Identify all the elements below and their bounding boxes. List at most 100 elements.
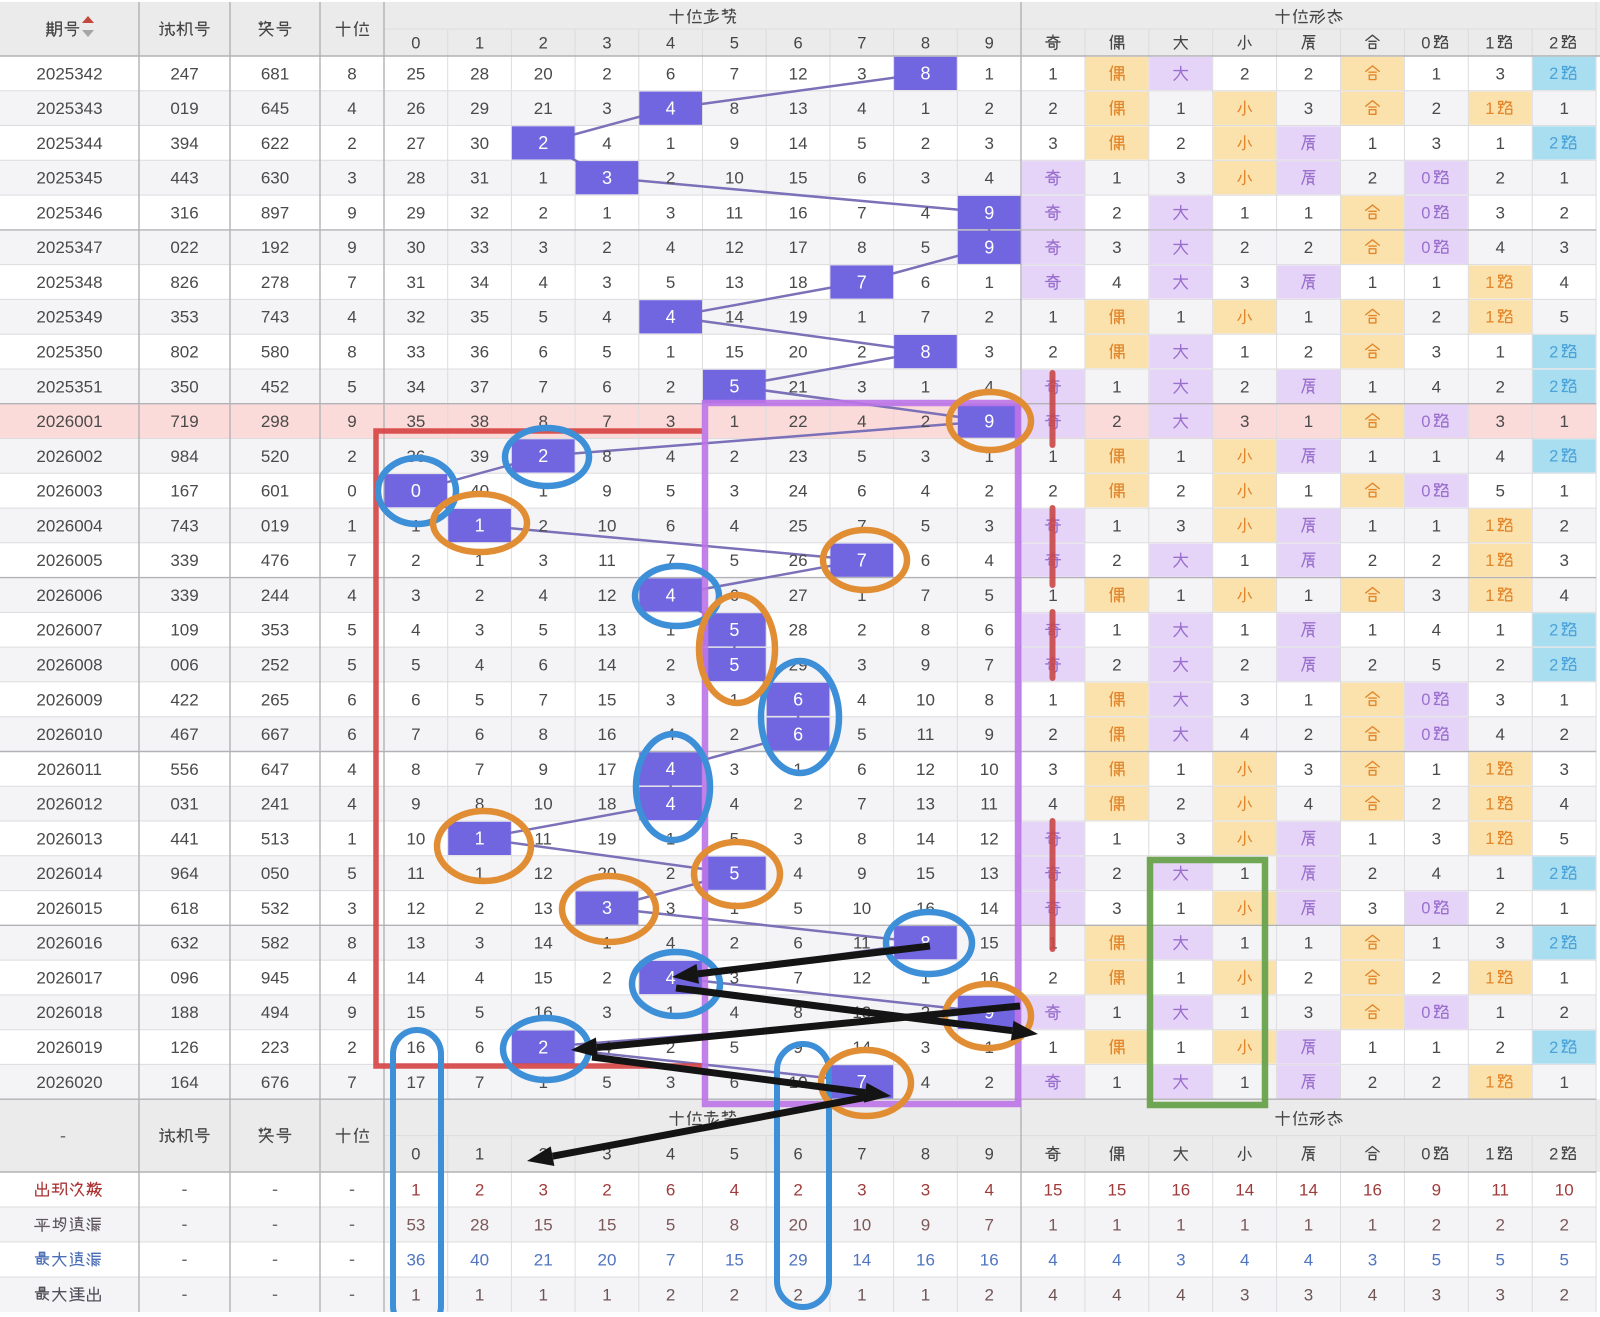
svg-text:8: 8 — [347, 343, 356, 362]
svg-text:9: 9 — [984, 238, 994, 258]
svg-text:4: 4 — [1240, 1251, 1249, 1270]
svg-text:3: 3 — [1304, 1286, 1313, 1305]
svg-text:1: 1 — [1432, 760, 1441, 779]
svg-text:12: 12 — [789, 64, 808, 83]
svg-text:9: 9 — [730, 134, 739, 153]
svg-text:32: 32 — [406, 308, 425, 327]
svg-text:1: 1 — [666, 134, 675, 153]
svg-text:27: 27 — [406, 134, 425, 153]
svg-text:5: 5 — [730, 551, 739, 570]
svg-text:1: 1 — [1304, 934, 1313, 953]
svg-text:3: 3 — [1304, 1003, 1313, 1022]
svg-text:4: 4 — [1112, 1286, 1121, 1305]
svg-text:2026002: 2026002 — [36, 447, 102, 466]
svg-text:4: 4 — [666, 585, 676, 605]
svg-text:019: 019 — [261, 516, 289, 535]
svg-text:2: 2 — [1176, 795, 1185, 814]
svg-text:10: 10 — [598, 516, 617, 535]
svg-text:2025349: 2025349 — [36, 308, 102, 327]
svg-text:6: 6 — [411, 690, 420, 709]
svg-text:1: 1 — [1432, 934, 1441, 953]
svg-text:4: 4 — [730, 795, 739, 814]
svg-text:126: 126 — [170, 1038, 198, 1057]
svg-text:29: 29 — [406, 203, 425, 222]
svg-text:2: 2 — [1368, 864, 1377, 883]
svg-text:2: 2 — [1432, 968, 1441, 987]
svg-text:2025343: 2025343 — [36, 99, 102, 118]
svg-text:24: 24 — [789, 482, 808, 501]
svg-text:1: 1 — [1559, 968, 1568, 987]
svg-text:5: 5 — [857, 447, 866, 466]
svg-text:4: 4 — [857, 412, 866, 431]
svg-text:2: 2 — [1432, 1216, 1441, 1235]
svg-text:4: 4 — [1495, 447, 1504, 466]
svg-text:1: 1 — [1304, 482, 1313, 501]
svg-text:0: 0 — [411, 481, 421, 501]
svg-text:7: 7 — [730, 64, 739, 83]
svg-text:40: 40 — [470, 1251, 489, 1270]
svg-text:4: 4 — [666, 238, 675, 257]
svg-text:15: 15 — [980, 934, 999, 953]
svg-text:2: 2 — [921, 134, 930, 153]
svg-text:2: 2 — [1240, 64, 1249, 83]
svg-text:2: 2 — [1112, 864, 1121, 883]
svg-text:1: 1 — [1048, 1038, 1057, 1057]
svg-text:2: 2 — [1112, 412, 1121, 431]
svg-text:2: 2 — [857, 343, 866, 362]
svg-text:-: - — [349, 1179, 355, 1199]
svg-text:2: 2 — [538, 446, 548, 466]
svg-text:1: 1 — [921, 1286, 930, 1305]
svg-text:2: 2 — [1559, 1003, 1568, 1022]
svg-text:14: 14 — [852, 1251, 871, 1270]
svg-text:7: 7 — [984, 1216, 993, 1235]
svg-text:2: 2 — [538, 133, 548, 153]
svg-text:2: 2 — [602, 64, 611, 83]
svg-text:9: 9 — [347, 1003, 356, 1022]
svg-text:15: 15 — [1044, 1181, 1063, 1200]
svg-text:20: 20 — [789, 1216, 808, 1235]
svg-text:1: 1 — [857, 308, 866, 327]
svg-text:2: 2 — [475, 899, 484, 918]
svg-text:4: 4 — [1432, 621, 1441, 640]
svg-text:26: 26 — [789, 551, 808, 570]
svg-text:513: 513 — [261, 829, 289, 848]
svg-text:0: 0 — [1421, 691, 1430, 709]
svg-text:8: 8 — [920, 342, 930, 362]
svg-text:6: 6 — [793, 724, 803, 744]
svg-text:0: 0 — [1421, 239, 1430, 257]
svg-text:-: - — [182, 1249, 188, 1269]
svg-text:4: 4 — [666, 968, 676, 988]
svg-text:1: 1 — [1368, 516, 1377, 535]
svg-text:7: 7 — [666, 551, 675, 570]
svg-text:15: 15 — [916, 864, 935, 883]
svg-text:0: 0 — [1421, 34, 1430, 52]
svg-text:2026010: 2026010 — [36, 725, 102, 744]
svg-text:12: 12 — [916, 760, 935, 779]
svg-text:022: 022 — [170, 238, 198, 257]
svg-text:1: 1 — [1559, 169, 1568, 188]
svg-text:1: 1 — [1176, 1216, 1185, 1235]
svg-text:16: 16 — [598, 725, 617, 744]
svg-text:5: 5 — [857, 134, 866, 153]
svg-text:1: 1 — [411, 1286, 420, 1305]
svg-text:3: 3 — [1048, 760, 1057, 779]
svg-text:1: 1 — [1485, 1074, 1494, 1092]
svg-text:2: 2 — [347, 134, 356, 153]
svg-text:1: 1 — [1112, 621, 1121, 640]
svg-text:4: 4 — [921, 1073, 930, 1092]
svg-text:4: 4 — [730, 1181, 739, 1200]
svg-text:15: 15 — [534, 1216, 553, 1235]
svg-text:7: 7 — [857, 34, 866, 52]
svg-text:7: 7 — [857, 1072, 867, 1092]
svg-text:3: 3 — [602, 1146, 611, 1164]
svg-text:2: 2 — [921, 412, 930, 431]
svg-text:14: 14 — [534, 934, 553, 953]
svg-text:35: 35 — [406, 412, 425, 431]
svg-text:37: 37 — [470, 377, 489, 396]
svg-text:945: 945 — [261, 968, 289, 987]
svg-text:3: 3 — [1432, 829, 1441, 848]
svg-text:14: 14 — [1299, 1181, 1318, 1200]
svg-text:2: 2 — [793, 1181, 802, 1200]
svg-text:4: 4 — [602, 134, 611, 153]
svg-text:5: 5 — [1432, 1251, 1441, 1270]
